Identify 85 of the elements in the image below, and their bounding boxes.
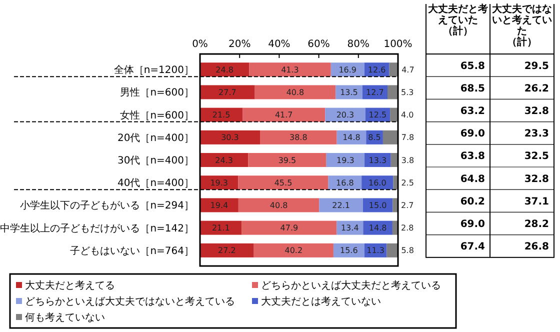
x-tick-label: 40% bbox=[268, 39, 290, 50]
data-label: 20.3 bbox=[336, 110, 354, 120]
text: 60.2 bbox=[460, 196, 486, 208]
data-label: 13.3 bbox=[368, 156, 387, 165]
y-tick-label: 小学生以下の子どもがいる［n=294］ bbox=[20, 200, 194, 212]
text: 23.3 bbox=[524, 128, 550, 140]
text: 大丈夫ではないと考えていた（計） bbox=[491, 3, 552, 48]
text: 大丈夫だと考えていた（計） bbox=[427, 3, 488, 37]
data-label: 5.3 bbox=[401, 88, 414, 97]
data-label: 22.1 bbox=[332, 201, 350, 210]
data-label: 5.8 bbox=[401, 246, 414, 256]
data-label: 30.3 bbox=[221, 133, 239, 142]
y-tick-label: 40代［n=400］ bbox=[117, 178, 194, 190]
data-label: 8.5 bbox=[368, 133, 381, 142]
data-label: 27.2 bbox=[218, 246, 236, 256]
text: 68.5 bbox=[460, 83, 486, 94]
data-label: 12.7 bbox=[366, 88, 384, 97]
data-label: 40.8 bbox=[270, 201, 288, 210]
text: 32.8 bbox=[524, 174, 550, 185]
y-tick-label: 子どもはいない［n=764］ bbox=[70, 246, 194, 257]
y-tick-label: 30代［n=400］ bbox=[117, 156, 194, 166]
data-label: 24.8 bbox=[216, 65, 234, 74]
data-label: 13.4 bbox=[340, 224, 359, 233]
data-label: 41.3 bbox=[281, 65, 299, 74]
data-label: 40.2 bbox=[284, 246, 303, 256]
y-tick-label: 女性［n=600］ bbox=[120, 109, 194, 122]
data-label: 24.3 bbox=[215, 156, 233, 165]
text: 28.2 bbox=[524, 219, 550, 230]
data-label: 13.5 bbox=[340, 88, 358, 97]
y-tick-label: 全体［n=1200］ bbox=[114, 64, 194, 76]
data-label: 39.5 bbox=[278, 156, 296, 165]
y-tick-label: 男性［n=600］ bbox=[120, 86, 194, 99]
text: 26.2 bbox=[524, 83, 550, 94]
legend-label: 何も考えていない bbox=[25, 312, 105, 324]
data-label: 19.3 bbox=[210, 178, 228, 188]
data-label: 14.8 bbox=[368, 224, 387, 233]
data-label: 15.6 bbox=[340, 246, 358, 256]
x-tick-label: 0% bbox=[192, 39, 208, 50]
data-label: 4.7 bbox=[402, 65, 414, 74]
data-label: 21.5 bbox=[212, 110, 230, 120]
data-label: 41.7 bbox=[274, 110, 293, 120]
data-label: 27.7 bbox=[218, 88, 236, 97]
text: 32.5 bbox=[524, 151, 550, 162]
x-tick-label: 100% bbox=[384, 39, 412, 50]
data-label: 2.5 bbox=[401, 178, 414, 188]
data-label: 3.8 bbox=[401, 156, 414, 165]
text: 65.8 bbox=[460, 60, 486, 72]
data-label: 21.1 bbox=[212, 224, 230, 233]
data-label: 19.3 bbox=[336, 156, 354, 165]
data-label: 11.3 bbox=[366, 246, 384, 256]
data-label: 7.8 bbox=[401, 133, 414, 142]
y-tick-label: 20代［n=400］ bbox=[117, 132, 194, 144]
data-label: 40.8 bbox=[286, 88, 304, 97]
data-label: 15.0 bbox=[368, 201, 387, 210]
text: 63.8 bbox=[460, 151, 486, 162]
text: 64.8 bbox=[460, 174, 486, 185]
x-tick-label: 80% bbox=[347, 39, 370, 50]
data-label: 12.6 bbox=[368, 65, 386, 74]
data-label: 14.8 bbox=[342, 133, 360, 142]
text: 26.8 bbox=[524, 242, 550, 253]
data-label: 12.5 bbox=[368, 110, 387, 120]
legend-label: 大丈夫だとは考えていない bbox=[261, 296, 381, 308]
text: 32.8 bbox=[524, 106, 550, 118]
text: 67.4 bbox=[460, 242, 486, 253]
data-label: 19.4 bbox=[210, 201, 228, 210]
data-label: 2.8 bbox=[401, 224, 414, 233]
data-label: 47.9 bbox=[280, 224, 298, 233]
data-label: 16.9 bbox=[338, 65, 357, 74]
data-label: 45.5 bbox=[274, 178, 292, 188]
x-tick-label: 20% bbox=[228, 39, 251, 50]
data-label: 38.8 bbox=[290, 133, 308, 142]
text: 69.0 bbox=[460, 219, 486, 230]
legend-label: どちらかといえば大丈夫だと考えている bbox=[261, 280, 441, 292]
legend-label: 大丈夫だと考えてる bbox=[25, 280, 115, 292]
text: 69.0 bbox=[460, 128, 486, 140]
x-tick-label: 60% bbox=[308, 39, 330, 50]
y-tick-label: 中学生以上の子どもだけがいる［n=142］ bbox=[0, 222, 194, 234]
data-label: 16.8 bbox=[336, 178, 354, 188]
data-label: 16.0 bbox=[368, 178, 386, 188]
data-label: 4.0 bbox=[401, 110, 414, 120]
data-label: 2.7 bbox=[401, 201, 414, 210]
text: 29.5 bbox=[524, 60, 550, 72]
text: 37.1 bbox=[524, 196, 550, 208]
legend-label: どちらかといえば大丈夫ではないと考えている bbox=[25, 296, 235, 308]
text: 63.2 bbox=[460, 106, 486, 118]
